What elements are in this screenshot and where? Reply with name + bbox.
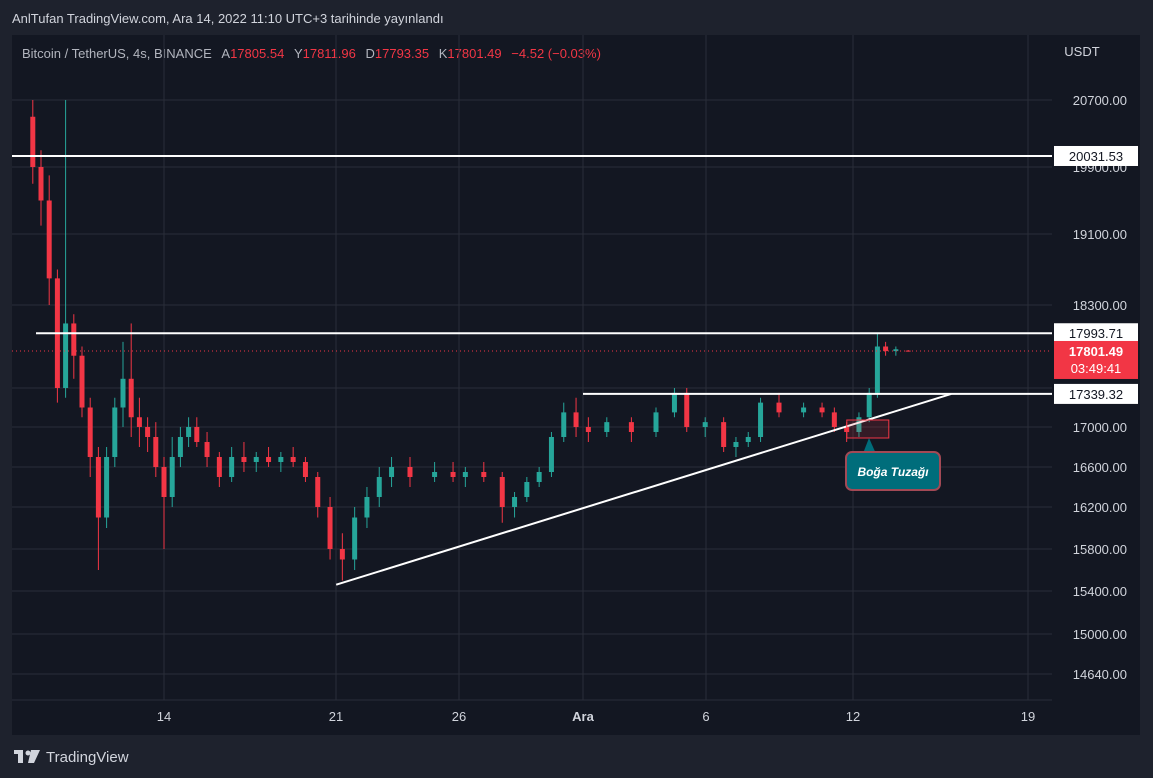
close-value: 17801.49 <box>447 46 502 61</box>
tradingview-logo-icon <box>14 750 40 763</box>
close-label: K <box>438 46 448 61</box>
high-label: Y <box>293 46 303 61</box>
open-label: A <box>221 46 231 61</box>
change-value: −4.52 (−0.03%) <box>511 46 601 61</box>
tradingview-brand: TradingView <box>46 748 129 766</box>
tradingview-footer[interactable]: TradingView <box>14 747 129 767</box>
published-caption: AnlTufan TradingView.com, Ara 14, 2022 1… <box>12 11 444 26</box>
high-value: 17811.96 <box>302 46 356 61</box>
low-value: 17793.35 <box>374 46 430 61</box>
open-value: 17805.54 <box>230 46 285 61</box>
chart-panel[interactable] <box>12 35 1140 735</box>
symbol-legend: Bitcoin / TetherUS, 4s, BINANCE A17805.5… <box>22 46 601 61</box>
symbol-name[interactable]: Bitcoin / TetherUS, 4s, BINANCE <box>22 46 212 61</box>
low-label: D <box>365 46 375 61</box>
